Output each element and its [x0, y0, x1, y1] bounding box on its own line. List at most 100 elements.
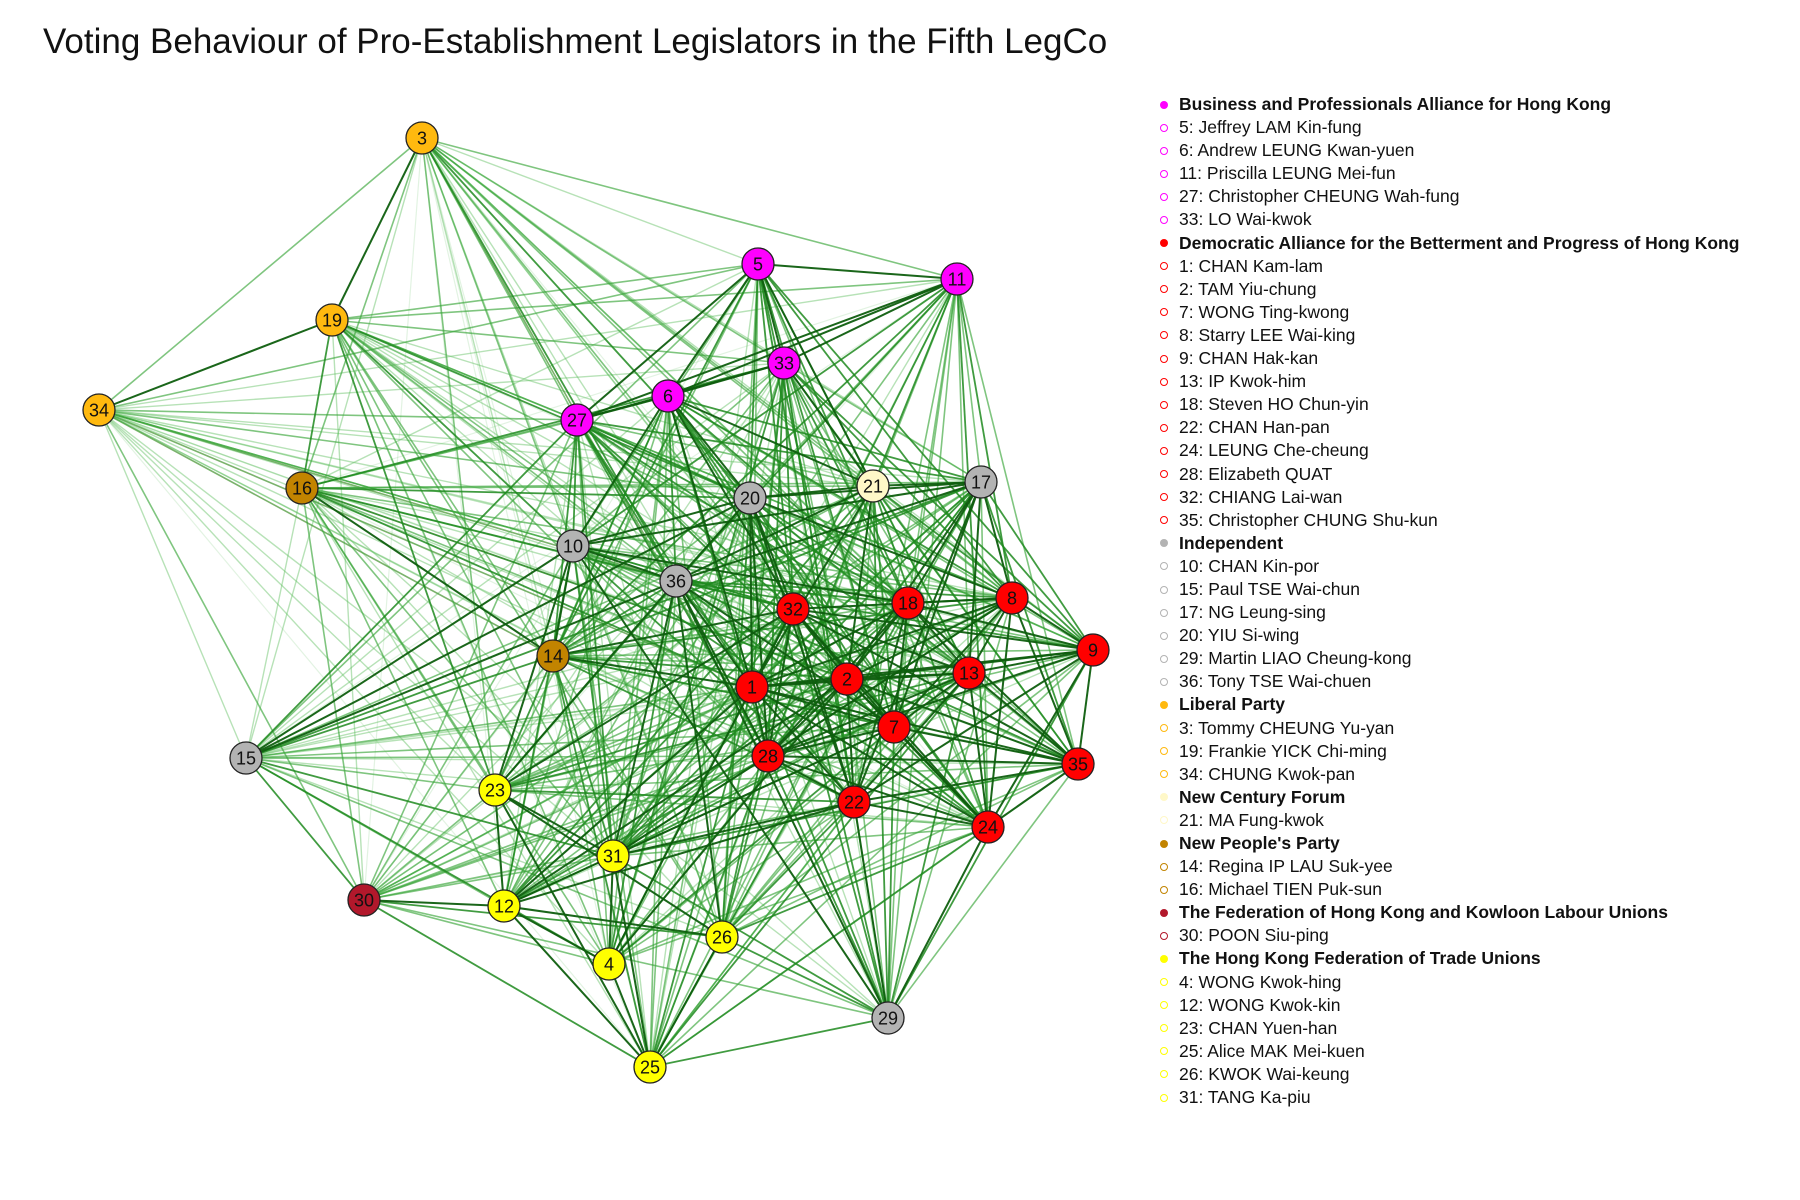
legend-member-ring: [1160, 978, 1168, 987]
node-20[interactable]: 20: [733, 481, 767, 515]
node-6[interactable]: 6: [651, 379, 685, 413]
edge: [968, 672, 989, 828]
node-11[interactable]: 11: [940, 262, 974, 296]
legend-member-label: 31: TANG Ka-piu: [1179, 1087, 1311, 1108]
node-label: 4: [604, 955, 614, 975]
node-35[interactable]: 35: [1061, 747, 1095, 781]
node-9[interactable]: 9: [1076, 633, 1110, 667]
edge: [667, 395, 1013, 599]
node-18[interactable]: 18: [891, 586, 925, 620]
node-19[interactable]: 19: [315, 303, 349, 337]
node-24[interactable]: 24: [971, 810, 1005, 844]
node-15[interactable]: 15: [229, 741, 263, 775]
edge: [907, 602, 1079, 765]
node-21[interactable]: 21: [856, 469, 890, 503]
node-circle: [735, 670, 769, 704]
edge: [245, 757, 614, 857]
edge: [675, 580, 794, 610]
edge: [301, 319, 333, 489]
node-33[interactable]: 33: [767, 346, 801, 380]
node-14[interactable]: 14: [536, 639, 570, 673]
legend-member-label: 8: Starry LEE Wai-king: [1179, 324, 1356, 345]
node-30[interactable]: 30: [347, 883, 381, 917]
edge: [956, 278, 970, 674]
edge: [331, 319, 895, 728]
legend-member: 10: CHAN Kin-por: [1158, 555, 1798, 578]
legend-member-label: 15: Paul TSE Wai-chun: [1179, 578, 1360, 599]
node-4[interactable]: 4: [592, 947, 626, 981]
edge: [649, 826, 989, 1068]
edge: [98, 409, 554, 657]
edge: [751, 686, 1079, 765]
legend-member-ring: [1160, 862, 1168, 871]
legend-group: Independent: [1158, 532, 1798, 555]
legend-group: Liberal Party: [1158, 693, 1798, 716]
node-34[interactable]: 34: [82, 393, 116, 427]
node-31[interactable]: 31: [596, 839, 630, 873]
node-label: 32: [783, 600, 803, 620]
edge: [331, 319, 554, 657]
node-label: 26: [712, 928, 732, 948]
node-32[interactable]: 32: [776, 592, 810, 626]
edge: [572, 545, 1094, 651]
node-13[interactable]: 13: [952, 656, 986, 690]
edge: [667, 395, 751, 499]
node-25[interactable]: 25: [633, 1050, 667, 1084]
node-5[interactable]: 5: [741, 247, 775, 281]
legend-member: 20: YIU Si-wing: [1158, 624, 1798, 647]
node-circle: [733, 481, 767, 515]
edge: [98, 409, 982, 483]
node-16[interactable]: 16: [285, 471, 319, 505]
edge: [552, 485, 874, 657]
edge: [783, 362, 794, 610]
legend-member-ring: [1160, 285, 1168, 294]
edge: [245, 545, 574, 759]
legend-member: 24: LEUNG Che-cheung: [1158, 439, 1798, 462]
edge: [608, 678, 848, 965]
edge: [421, 137, 651, 1068]
node-circle: [751, 739, 785, 773]
node-circle: [536, 639, 570, 673]
node-label: 18: [898, 594, 918, 614]
node-10[interactable]: 10: [556, 529, 590, 563]
node-1[interactable]: 1: [735, 670, 769, 704]
node-8[interactable]: 8: [995, 581, 1029, 615]
edge: [421, 137, 578, 421]
edge: [968, 481, 982, 674]
legend-member-ring: [1160, 423, 1168, 432]
node-22[interactable]: 22: [837, 785, 871, 819]
edge: [649, 597, 1013, 1068]
edge: [675, 278, 958, 582]
node-label: 29: [878, 1009, 898, 1029]
node-28[interactable]: 28: [751, 739, 785, 773]
node-17[interactable]: 17: [964, 465, 998, 499]
node-36[interactable]: 36: [659, 564, 693, 598]
node-12[interactable]: 12: [487, 889, 521, 923]
edge: [757, 263, 958, 280]
node-3[interactable]: 3: [405, 121, 439, 155]
node-circle: [315, 303, 349, 337]
edge: [956, 278, 1079, 765]
node-2[interactable]: 2: [830, 662, 864, 696]
node-27[interactable]: 27: [560, 403, 594, 437]
edge: [792, 608, 1094, 651]
edge: [980, 481, 989, 828]
legend-member: 8: Starry LEE Wai-king: [1158, 324, 1798, 347]
edge: [980, 481, 1094, 651]
edge: [956, 278, 1013, 599]
node-7[interactable]: 7: [877, 710, 911, 744]
edge: [331, 319, 874, 487]
edge: [783, 362, 855, 803]
legend-member-label: 9: CHAN Hak-kan: [1179, 348, 1319, 369]
legend-member: 35: Christopher CHUNG Shu-kun: [1158, 509, 1798, 532]
edge: [749, 497, 794, 610]
node-label: 7: [889, 718, 899, 738]
legend-group: Business and Professionals Alliance for …: [1158, 93, 1798, 116]
edge: [872, 278, 958, 487]
node-26[interactable]: 26: [705, 920, 739, 954]
legend-member: 17: NG Leung-sing: [1158, 601, 1798, 624]
node-29[interactable]: 29: [871, 1001, 905, 1035]
edge: [893, 597, 1013, 728]
node-23[interactable]: 23: [478, 773, 512, 807]
edge: [767, 755, 989, 828]
